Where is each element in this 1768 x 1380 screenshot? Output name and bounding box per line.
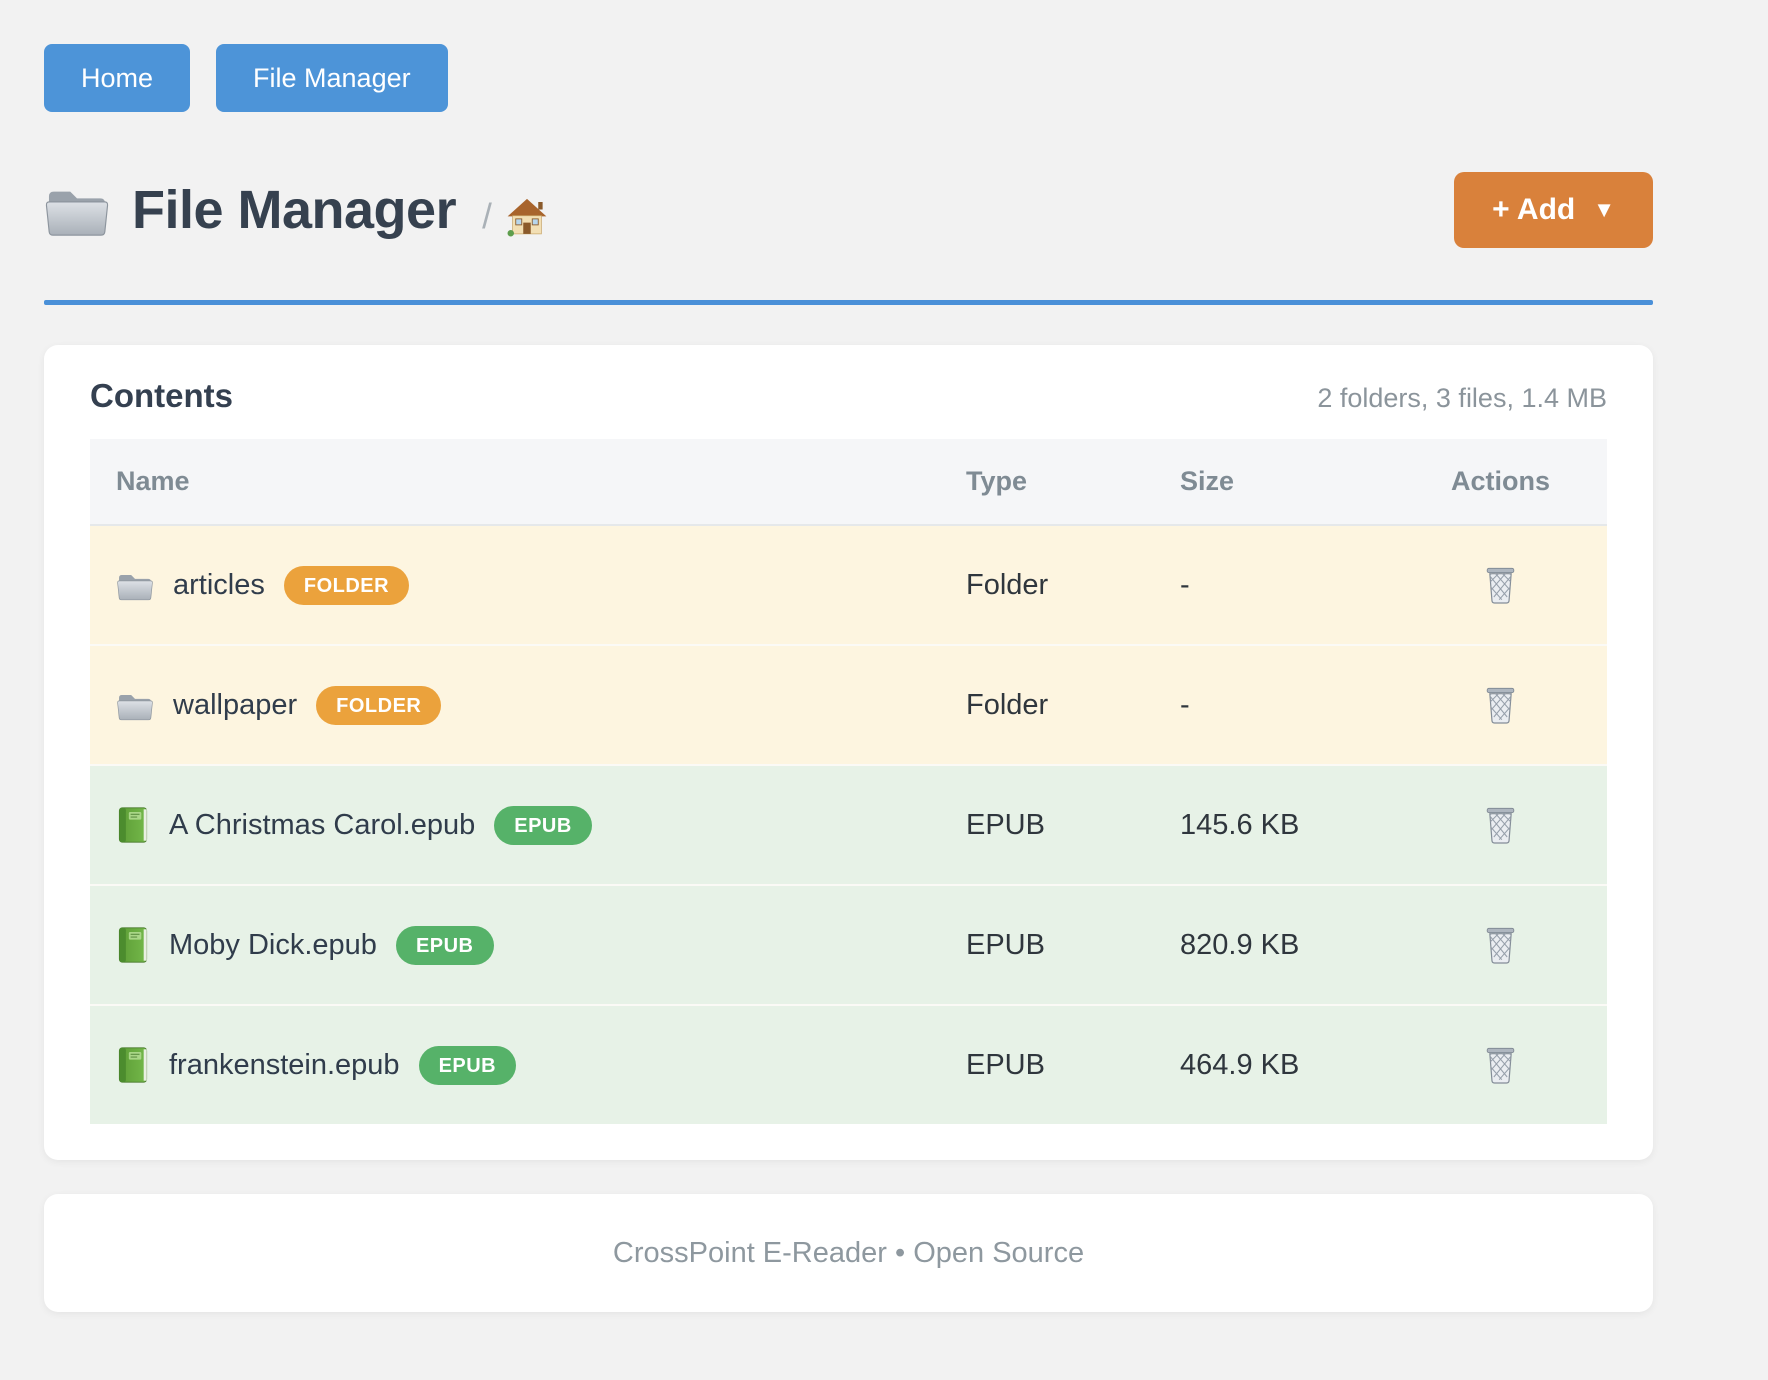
actions-cell	[1394, 1043, 1607, 1087]
book-icon	[118, 807, 148, 844]
name-cell: wallpaper FOLDER	[90, 685, 966, 725]
file-name-link[interactable]: A Christmas Carol.epub	[169, 808, 476, 841]
page-header: File Manager / + Add ▼	[44, 172, 1653, 249]
name-cell: frankenstein.epub EPUB	[90, 1045, 966, 1085]
nav-file-manager-button[interactable]: File Manager	[216, 44, 448, 113]
contents-card-header: Contents 2 folders, 3 files, 1.4 MB	[90, 377, 1607, 415]
top-nav: Home File Manager	[44, 0, 1653, 113]
trash-icon	[1486, 1048, 1515, 1084]
trash-icon	[1486, 568, 1515, 604]
type-badge: EPUB	[395, 925, 494, 965]
contents-summary: 2 folders, 3 files, 1.4 MB	[1317, 383, 1607, 414]
trash-icon	[1486, 808, 1515, 844]
file-name-link[interactable]: Moby Dick.epub	[169, 928, 377, 961]
name-cell: articles FOLDER	[90, 565, 966, 605]
actions-cell	[1394, 563, 1607, 607]
book-icon	[118, 927, 148, 964]
file-name-link[interactable]: articles	[173, 568, 265, 601]
delete-button[interactable]	[1481, 1043, 1520, 1087]
type-cell: EPUB	[966, 928, 1045, 961]
actions-cell	[1394, 803, 1607, 847]
name-cell: A Christmas Carol.epub EPUB	[90, 805, 966, 845]
breadcrumb: /	[482, 197, 548, 237]
table-row: Moby Dick.epub EPUB EPUB 820.9 KB	[90, 884, 1607, 1005]
table-row: articles FOLDER Folder -	[90, 526, 1607, 645]
name-cell: Moby Dick.epub EPUB	[90, 925, 966, 965]
page-container: Home File Manager File Manager /	[44, 0, 1653, 1313]
column-header-size: Size	[1180, 466, 1235, 497]
size-cell: -	[1180, 568, 1190, 601]
contents-title: Contents	[90, 377, 233, 415]
column-header-actions: Actions	[1450, 466, 1550, 497]
footer-card: CrossPoint E-Reader • Open Source	[44, 1194, 1653, 1313]
file-name-link[interactable]: frankenstein.epub	[169, 1048, 400, 1081]
caret-down-icon: ▼	[1593, 197, 1615, 223]
type-cell: EPUB	[966, 808, 1045, 841]
file-table: Name Type Size Actions articles FOLDER F…	[90, 439, 1607, 1125]
type-cell: Folder	[966, 568, 1049, 601]
title-wrap: File Manager /	[44, 179, 548, 241]
size-cell: 145.6 KB	[1180, 808, 1300, 841]
book-icon	[118, 1047, 148, 1084]
column-header-type: Type	[966, 466, 1028, 497]
type-badge: EPUB	[494, 805, 592, 845]
type-badge: FOLDER	[283, 565, 410, 605]
table-row: frankenstein.epub EPUB EPUB 464.9 KB	[90, 1004, 1607, 1125]
type-cell: Folder	[966, 688, 1049, 721]
table-header-row: Name Type Size Actions	[90, 439, 1607, 527]
add-button[interactable]: + Add ▼	[1454, 172, 1653, 249]
trash-icon	[1486, 688, 1515, 724]
delete-button[interactable]	[1481, 683, 1520, 727]
contents-card: Contents 2 folders, 3 files, 1.4 MB Name…	[44, 345, 1653, 1161]
footer-text: CrossPoint E-Reader • Open Source	[612, 1236, 1085, 1269]
trash-icon	[1486, 928, 1515, 964]
folder-icon	[117, 694, 153, 721]
size-cell: -	[1180, 688, 1190, 721]
accent-divider	[44, 300, 1653, 306]
table-row: A Christmas Carol.epub EPUB EPUB 145.6 K…	[90, 764, 1607, 885]
delete-button[interactable]	[1481, 923, 1520, 967]
size-cell: 464.9 KB	[1180, 1048, 1300, 1081]
delete-button[interactable]	[1481, 563, 1520, 607]
delete-button[interactable]	[1481, 803, 1520, 847]
actions-cell	[1394, 683, 1607, 727]
column-header-name: Name	[116, 466, 190, 497]
table-row: wallpaper FOLDER Folder -	[90, 644, 1607, 765]
type-badge: EPUB	[418, 1045, 517, 1085]
page-title: File Manager	[132, 180, 457, 241]
actions-cell	[1394, 923, 1607, 967]
nav-home-button[interactable]: Home	[44, 44, 191, 113]
file-name-link[interactable]: wallpaper	[173, 688, 298, 721]
add-button-label: + Add	[1492, 193, 1576, 227]
folder-icon	[117, 574, 153, 601]
type-badge: FOLDER	[316, 685, 442, 725]
folder-icon	[45, 192, 109, 237]
type-cell: EPUB	[966, 1048, 1045, 1081]
house-icon[interactable]	[506, 197, 548, 237]
breadcrumb-separator: /	[482, 197, 492, 237]
size-cell: 820.9 KB	[1180, 928, 1300, 961]
